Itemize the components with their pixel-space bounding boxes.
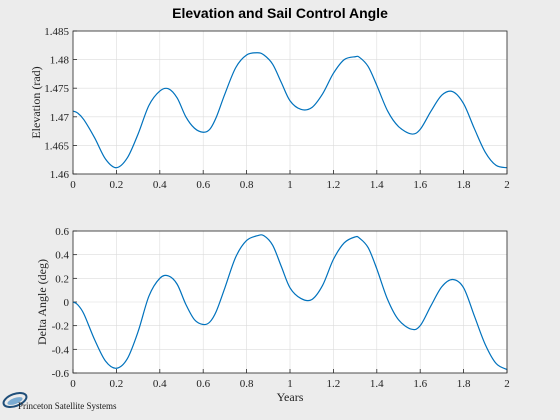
elevation-x-tick-label: 1.4 xyxy=(370,179,384,191)
figure-title: Elevation and Sail Control Angle xyxy=(172,5,388,21)
elevation-x-tick-label: 1.6 xyxy=(413,179,427,191)
elevation-x-tick-label: 0.2 xyxy=(110,179,124,191)
delta-angle-y-ticks: -0.6 -0.4 -0.2 0 0.2 0.4 0.6 xyxy=(52,226,77,380)
delta-angle-y-tick-label: -0.6 xyxy=(52,368,70,380)
elevation-x-tick-label: 2 xyxy=(504,179,510,191)
elevation-y-tick-label: 1.48 xyxy=(50,55,70,67)
delta-angle-y-tick-label: -0.2 xyxy=(52,321,69,333)
delta-angle-x-tick-label: 2 xyxy=(504,378,510,390)
delta-angle-x-tick-label: 0.6 xyxy=(196,378,210,390)
delta-angle-x-tick-label: 0.2 xyxy=(110,378,124,390)
elevation-y-label: Elevation (rad) xyxy=(29,66,43,138)
delta-angle-x-tick-label: 1.2 xyxy=(327,378,341,390)
delta-angle-axes: 0 0.2 0.4 0.6 0.8 1 1.2 1.4 1.6 1.8 2 -0.6 -0.4 -0.2… xyxy=(35,226,510,404)
logo-text: Princeton Satellite Systems xyxy=(18,401,117,411)
elevation-axes-box xyxy=(72,30,508,175)
logo-swoosh-icon xyxy=(2,392,28,408)
x-axis-label: Years xyxy=(277,390,304,404)
delta-angle-y-tick-label: 0 xyxy=(64,297,70,309)
elevation-y-tick-label: 1.465 xyxy=(44,140,69,152)
delta-angle-x-ticks: 0 0.2 0.4 0.6 0.8 1 1.2 1.4 1.6 1.8 2 xyxy=(70,369,510,390)
elevation-x-tick-label: 0.8 xyxy=(240,179,254,191)
delta-angle-x-tick-label: 1 xyxy=(287,378,293,390)
delta-angle-y-tick-label: 0.6 xyxy=(55,226,69,238)
delta-angle-y-tick-label: -0.4 xyxy=(52,344,70,356)
delta-angle-x-tick-label: 0.4 xyxy=(153,378,167,390)
elevation-x-tick-label: 1.8 xyxy=(457,179,471,191)
delta-angle-x-tick-label: 1.6 xyxy=(413,378,427,390)
elevation-x-ticks: 0 0.2 0.4 0.6 0.8 1 1.2 1.4 1.6 1.8 2 xyxy=(70,170,510,191)
elevation-y-ticks: 1.46 1.465 1.47 1.475 1.48 1.485 xyxy=(44,26,77,181)
delta-angle-y-tick-label: 0.4 xyxy=(55,250,69,262)
delta-angle-x-tick-label: 0.8 xyxy=(240,378,254,390)
logo-orbit-icon xyxy=(7,397,23,405)
elevation-y-tick-label: 1.485 xyxy=(44,26,69,38)
elevation-x-tick-label: 1 xyxy=(287,179,293,191)
delta-angle-x-tick-label: 1.8 xyxy=(457,378,471,390)
delta-angle-line xyxy=(72,234,508,370)
elevation-axes: 0 0.2 0.4 0.6 0.8 1 1.2 1.4 1.6 1.8 2 1.461.4651.4… xyxy=(29,26,510,191)
elevation-x-tick-label: 0.4 xyxy=(153,179,167,191)
delta-angle-x-tick-label: 0 xyxy=(70,378,76,390)
delta-angle-y-tick-label: 0.2 xyxy=(55,273,69,285)
elevation-y-tick-label: 1.46 xyxy=(50,169,70,181)
elevation-x-tick-label: 0 xyxy=(70,179,76,191)
company-logo: Princeton Satellite Systems xyxy=(2,392,117,411)
delta-angle-y-label: Delta Angle (deg) xyxy=(35,259,49,345)
delta-angle-x-tick-label: 1.4 xyxy=(370,378,384,390)
elevation-y-tick-label: 1.475 xyxy=(44,83,69,95)
elevation-y-tick-label: 1.47 xyxy=(50,112,70,124)
delta-angle-axes-box xyxy=(72,230,508,374)
elevation-x-tick-label: 1.2 xyxy=(327,179,341,191)
elevation-line xyxy=(72,52,508,169)
elevation-x-tick-label: 0.6 xyxy=(196,179,210,191)
